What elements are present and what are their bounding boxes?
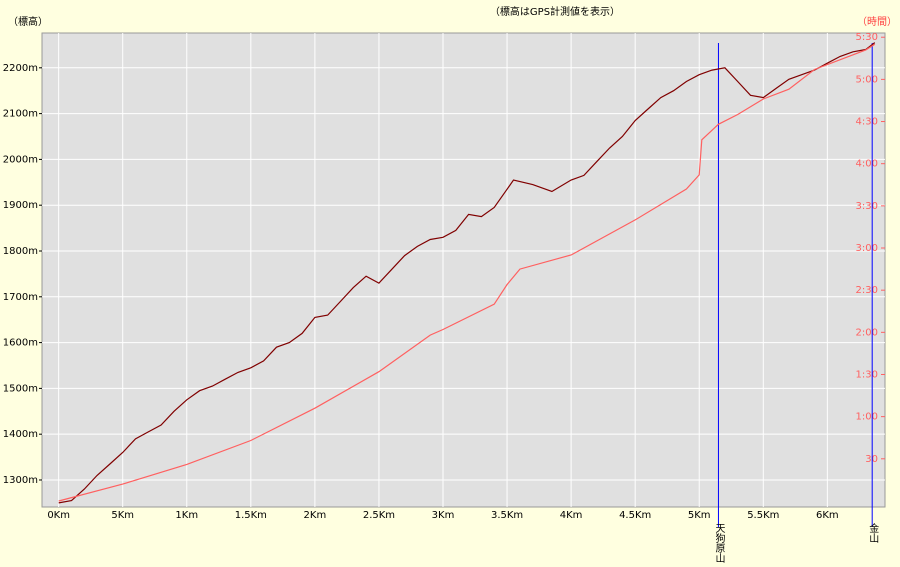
y-axis-label: （標高） [8, 15, 48, 28]
y2-tick-label: 4:30 [856, 117, 878, 128]
y-tick-label: 2200m [3, 63, 38, 74]
y-tick-label: 1300m [3, 475, 38, 486]
x-tick-label: 1.5Km [235, 510, 267, 521]
x-tick-label: 2.5Km [363, 510, 395, 521]
x-tick-label: 5Km [688, 510, 711, 521]
y-tick-label: 1700m [3, 292, 38, 303]
y2-axis-label: （時間） [857, 16, 897, 28]
y-tick-label: 1600m [3, 338, 38, 349]
y-tick-label: 2000m [3, 154, 38, 165]
x-tick-label: 0Km [47, 510, 70, 521]
chart-title: （標高はGPS計測値を表示） [490, 5, 620, 18]
y2-tick-label: 2:30 [856, 285, 878, 296]
y2-tick-label: 4:00 [856, 159, 878, 170]
x-tick-label: 5Km [111, 510, 134, 521]
y-tick-label: 1800m [3, 246, 38, 257]
x-tick-label: 5.5Km [747, 510, 779, 521]
y2-tick-label: 5:30 [856, 32, 878, 43]
y-tick-label: 1900m [3, 200, 38, 211]
y2-tick-label: 1:00 [856, 412, 878, 423]
series-line [58, 42, 876, 504]
x-tick-label: 4.5Km [619, 510, 651, 521]
y-tick-label: 2100m [3, 109, 38, 120]
x-tick-label: 3.5Km [491, 510, 523, 521]
y-tick-label: 1400m [3, 429, 38, 440]
x-tick-label: 6Km [816, 510, 839, 521]
x-tick-label: 1Km [175, 510, 198, 521]
marker-label: 天狗原山 [713, 523, 725, 563]
y2-tick-label: 5:00 [856, 74, 878, 85]
x-tick-label: 4Km [560, 510, 583, 521]
x-tick-label: 2Km [304, 510, 327, 521]
plot-area [41, 32, 886, 508]
y2-tick-label: 30 [865, 454, 878, 465]
y2-tick-label: 1:30 [856, 369, 878, 380]
y2-tick-label: 2:00 [856, 327, 878, 338]
y2-tick-label: 3:30 [856, 201, 878, 212]
y-tick-label: 1500m [3, 383, 38, 394]
y2-tick-label: 3:00 [856, 243, 878, 254]
x-tick-label: 3Km [432, 510, 455, 521]
marker-label: 金山 [867, 522, 879, 543]
series-line [58, 43, 876, 502]
